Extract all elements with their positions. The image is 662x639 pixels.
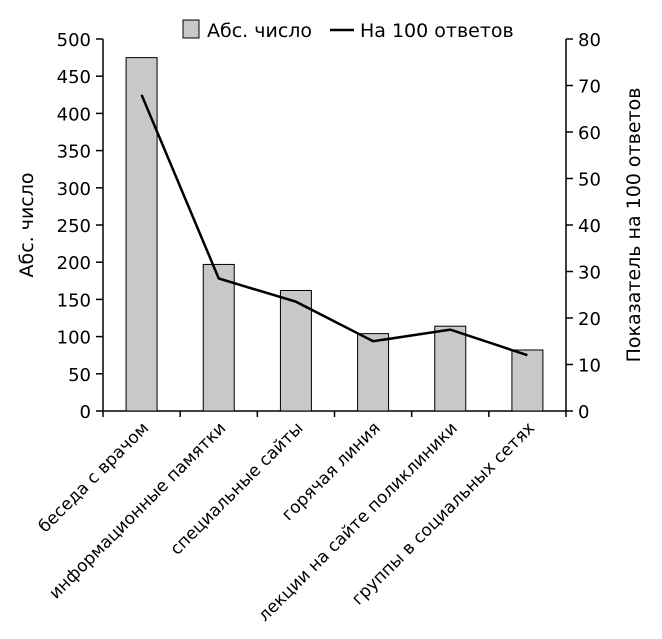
y2-tick-label: 10 [578,356,601,377]
legend-label-bar: Абс. число [207,20,312,42]
bar [279,289,312,412]
y-axis-title: Абс. число [16,172,38,277]
y-tick-label: 150 [57,290,91,311]
bar [511,349,544,412]
legend-swatch-bar [182,19,200,39]
y-tick-label: 200 [57,253,91,274]
y-tick-label: 300 [57,179,91,200]
y-tick-label: 500 [57,30,91,51]
x-tick-label: специальные сайты [166,418,307,559]
y2-tick-label: 0 [578,402,589,423]
y2-tick-label: 60 [578,123,601,144]
bar [434,325,467,412]
y2-tick-label: 50 [578,170,601,191]
y2-tick-label: 70 [578,77,601,98]
y2-tick-label: 80 [578,30,601,51]
y-tick-label: 250 [57,216,91,237]
bar [357,333,390,412]
y2-axis-title: Показатель на 100 ответов [623,88,645,363]
bar [202,263,235,412]
y-tick-label: 100 [57,328,91,349]
y-tick-label: 0 [80,402,91,423]
y-tick-label: 50 [68,365,91,386]
line-series [140,94,528,357]
series-line [140,94,528,357]
y-tick-label: 450 [57,67,91,88]
y2-tick-label: 40 [578,216,601,237]
axes: 0 50 100 150 200 250 300 350 400 450 500 0 10 20 30 40 5… [57,30,601,423]
legend: Абс. число На 100 ответов [182,19,514,42]
legend-label-line: На 100 ответов [360,20,514,42]
bars [125,57,544,412]
bar [125,57,158,412]
y2-tick-label: 20 [578,309,601,330]
y2-tick-label: 30 [578,263,601,284]
y-tick-label: 350 [57,142,91,163]
y-tick-label: 400 [57,104,91,125]
